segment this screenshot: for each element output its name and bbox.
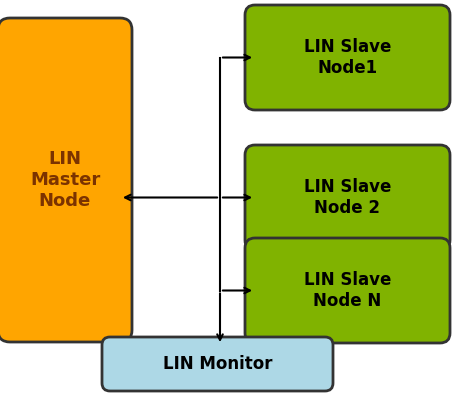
Text: LIN Slave
Node 2: LIN Slave Node 2 [304, 178, 391, 217]
Text: LIN Monitor: LIN Monitor [163, 355, 272, 373]
Text: LIN Slave
Node1: LIN Slave Node1 [304, 38, 391, 77]
FancyBboxPatch shape [245, 145, 450, 250]
FancyBboxPatch shape [102, 337, 333, 391]
FancyBboxPatch shape [245, 238, 450, 343]
FancyBboxPatch shape [245, 5, 450, 110]
Text: LIN
Master
Node: LIN Master Node [30, 150, 100, 210]
FancyBboxPatch shape [0, 18, 132, 342]
Text: LIN Slave
Node N: LIN Slave Node N [304, 271, 391, 310]
